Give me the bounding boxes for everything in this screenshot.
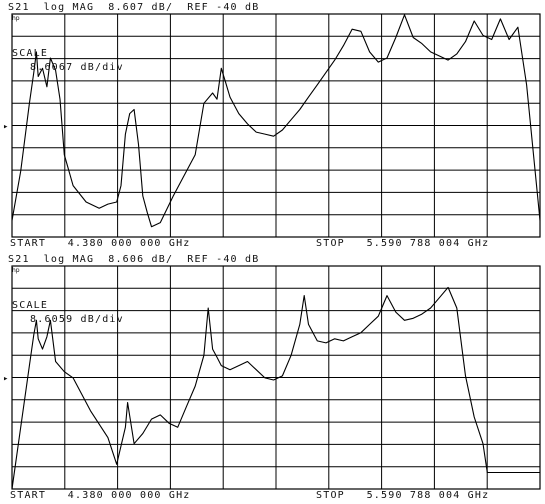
bottom-grid: [11, 265, 541, 490]
bottom-frame: [11, 265, 541, 490]
top-start-value: 4.380 000 000 GHz: [67, 238, 191, 249]
bottom-ref: REF -40 dB: [187, 254, 260, 265]
bottom-start: START 4.380 000 000 GHz: [10, 490, 191, 501]
bottom-trace: [11, 286, 540, 490]
bottom-scale-label: SCALE: [12, 300, 49, 311]
top-ref: REF -40 dB: [187, 2, 260, 13]
top-start: START 4.380 000 000 GHz: [10, 238, 191, 249]
top-frame: [11, 13, 541, 238]
top-param: S21: [8, 2, 30, 13]
top-scale-hdr: 8.607 dB/: [108, 2, 174, 13]
bottom-stop: STOP 5.590 788 004 GHz: [316, 490, 489, 501]
top-scale-label: SCALE: [12, 48, 49, 59]
top-header: S21 log MAG 8.607 dB/REF -40 dB: [8, 2, 273, 13]
bottom-scale-hdr: 8.606 dB/: [108, 254, 174, 265]
bottom-stop-label: STOP: [316, 490, 345, 501]
bottom-format: log MAG: [43, 254, 95, 265]
bottom-reference-marker: ▸: [3, 374, 9, 384]
top-reference-marker: ▸: [3, 122, 9, 132]
bottom-start-label: START: [10, 490, 47, 501]
bottom-param: S21: [8, 254, 30, 265]
bottom-chart-panel: S21 log MAG 8.606 dB/REF -40 dB hp SCALE 8…: [0, 252, 545, 504]
bottom-plot: [11, 265, 541, 490]
top-stop-label: STOP: [316, 238, 345, 249]
top-grid: [11, 13, 541, 238]
bottom-stop-value: 5.590 788 004 GHz: [366, 490, 490, 501]
top-trace: [11, 14, 541, 228]
top-plot: [11, 13, 541, 238]
top-stop: STOP 5.590 788 004 GHz: [316, 238, 489, 249]
top-scale-value: 8.6067 dB/div: [30, 62, 124, 73]
top-hp-mark: hp: [12, 15, 20, 22]
bottom-start-value: 4.380 000 000 GHz: [67, 490, 191, 501]
top-start-label: START: [10, 238, 47, 249]
top-chart-panel: S21 log MAG 8.607 dB/REF -40 dB hp SCALE 8…: [3, 2, 541, 249]
bottom-hp-mark: hp: [12, 267, 20, 274]
bottom-scale-value: 8.6059 dB/div: [30, 314, 124, 325]
top-format: log MAG: [43, 2, 95, 13]
bottom-header: S21 log MAG 8.606 dB/REF -40 dB: [8, 254, 273, 265]
top-stop-value: 5.590 788 004 GHz: [366, 238, 490, 249]
